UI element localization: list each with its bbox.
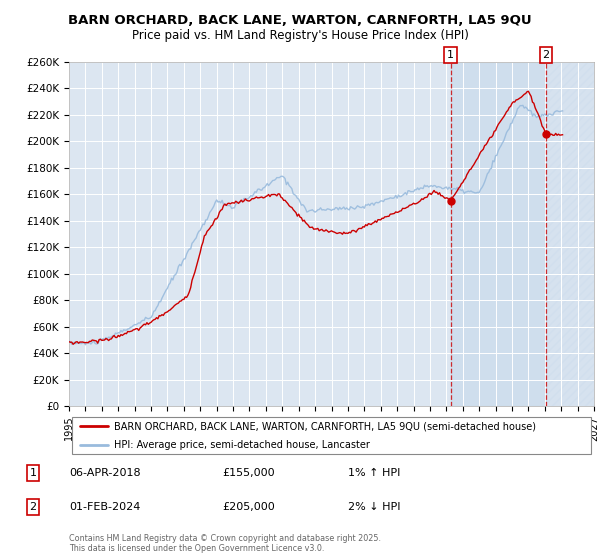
Text: £155,000: £155,000 bbox=[222, 468, 275, 478]
Text: 2% ↓ HPI: 2% ↓ HPI bbox=[348, 502, 401, 512]
Text: 1: 1 bbox=[29, 468, 37, 478]
Text: 01-FEB-2024: 01-FEB-2024 bbox=[69, 502, 140, 512]
Text: Contains HM Land Registry data © Crown copyright and database right 2025.
This d: Contains HM Land Registry data © Crown c… bbox=[69, 534, 381, 553]
Text: £205,000: £205,000 bbox=[222, 502, 275, 512]
Text: 2: 2 bbox=[29, 502, 37, 512]
Text: HPI: Average price, semi-detached house, Lancaster: HPI: Average price, semi-detached house,… bbox=[113, 440, 370, 450]
Text: 1: 1 bbox=[447, 50, 454, 60]
Bar bbox=[451, 62, 546, 406]
Text: Price paid vs. HM Land Registry's House Price Index (HPI): Price paid vs. HM Land Registry's House … bbox=[131, 29, 469, 42]
Text: BARN ORCHARD, BACK LANE, WARTON, CARNFORTH, LA5 9QU: BARN ORCHARD, BACK LANE, WARTON, CARNFOR… bbox=[68, 14, 532, 27]
FancyBboxPatch shape bbox=[71, 417, 592, 454]
Text: 2: 2 bbox=[542, 50, 550, 60]
Bar bbox=[546, 62, 594, 406]
Text: 1% ↑ HPI: 1% ↑ HPI bbox=[348, 468, 400, 478]
Text: BARN ORCHARD, BACK LANE, WARTON, CARNFORTH, LA5 9QU (semi-detached house): BARN ORCHARD, BACK LANE, WARTON, CARNFOR… bbox=[113, 421, 536, 431]
Text: 06-APR-2018: 06-APR-2018 bbox=[69, 468, 140, 478]
